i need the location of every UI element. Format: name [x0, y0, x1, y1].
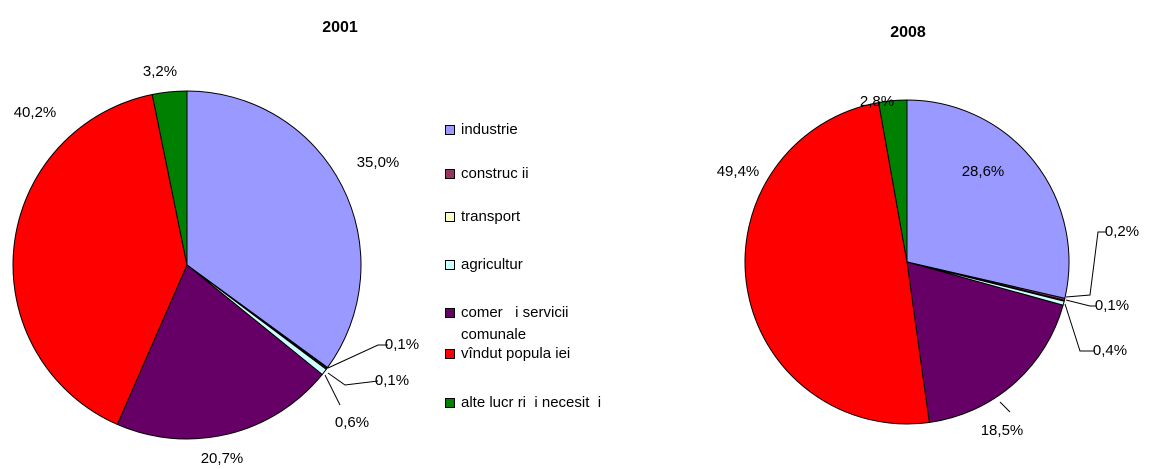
leader-line — [1064, 303, 1094, 352]
chart-title: 2001 — [322, 19, 358, 36]
data-label: 0,6% — [335, 414, 369, 431]
data-label: 0,1% — [1095, 297, 1129, 314]
leader-line — [327, 344, 388, 369]
legend-swatch — [445, 169, 455, 179]
data-label: 0,1% — [375, 372, 409, 389]
data-label: 2,8% — [860, 93, 894, 110]
legend-swatch — [445, 260, 455, 270]
pie-slice — [906, 99, 1070, 299]
leader-line — [324, 374, 341, 406]
data-label: 18,5% — [981, 422, 1024, 439]
leader-line — [327, 372, 379, 386]
legend-swatch — [445, 125, 455, 135]
data-label: 0,4% — [1093, 342, 1127, 359]
pie-slice — [744, 101, 930, 425]
data-label: 28,6% — [962, 163, 1005, 180]
leader-line — [1065, 231, 1106, 298]
legend-swatch — [445, 212, 455, 222]
data-label: 3,2% — [143, 63, 177, 80]
pie-slice — [151, 90, 188, 266]
data-label: 49,4% — [717, 163, 760, 180]
legend-label: comer i servicii comunale — [461, 304, 573, 343]
pie-slice — [906, 261, 1064, 424]
chart-title: 2008 — [890, 24, 926, 41]
leader-line — [1065, 299, 1096, 307]
legend-swatch — [445, 398, 455, 408]
legend-label: vîndut popula iei — [461, 345, 571, 362]
legend-label: agricultur — [461, 256, 523, 273]
data-label: 20,7% — [201, 450, 244, 467]
legend-swatch — [445, 308, 455, 318]
legend-label: construc ii — [461, 165, 529, 182]
pie-slice — [186, 90, 362, 369]
pie-slice — [878, 99, 908, 263]
data-label: 0,1% — [385, 336, 419, 353]
pie-slice — [116, 264, 323, 440]
leader-line — [999, 401, 1011, 413]
data-label: 40,2% — [14, 104, 57, 121]
legend-swatch — [445, 349, 455, 359]
legend-label: industrie — [461, 121, 518, 138]
legend-label: transport — [461, 208, 521, 225]
data-label: 0,2% — [1105, 223, 1139, 240]
pie-slice — [12, 93, 188, 426]
data-label: 35,0% — [357, 154, 400, 171]
legend-label: alte lucr ri i necesit i — [461, 394, 602, 411]
